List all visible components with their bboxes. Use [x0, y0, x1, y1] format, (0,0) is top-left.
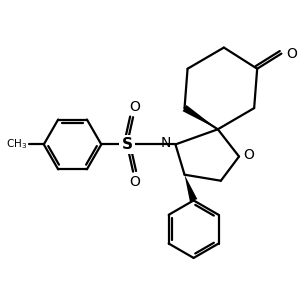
Text: S: S [122, 137, 133, 152]
Text: O: O [129, 175, 140, 189]
Text: O: O [129, 100, 140, 114]
Text: N: N [161, 136, 171, 150]
Text: O: O [286, 47, 297, 60]
Polygon shape [183, 105, 218, 129]
Polygon shape [185, 175, 197, 202]
Text: CH$_3$: CH$_3$ [6, 138, 27, 151]
Text: O: O [243, 148, 255, 162]
